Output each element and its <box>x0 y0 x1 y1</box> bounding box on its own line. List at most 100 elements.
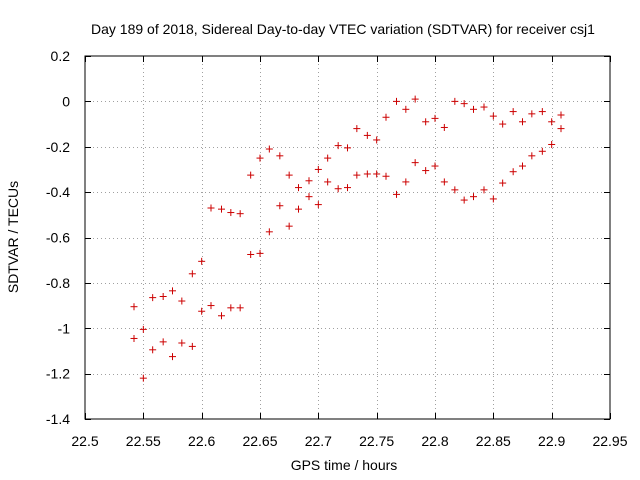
data-point <box>324 178 332 186</box>
data-point <box>509 168 517 176</box>
x-tick-label: 22.65 <box>242 433 277 449</box>
data-point <box>159 338 167 346</box>
data-point <box>393 190 400 198</box>
data-point <box>159 292 167 300</box>
data-point <box>227 209 235 217</box>
data-point <box>236 210 244 218</box>
x-tick-label: 22.7 <box>305 433 332 449</box>
data-point <box>440 178 448 186</box>
data-point <box>344 144 351 152</box>
data-point <box>169 287 176 295</box>
y-tick-label: -0.6 <box>46 230 70 246</box>
data-point <box>382 113 390 121</box>
data-point <box>314 201 322 209</box>
data-point <box>548 140 556 148</box>
x-tick-label: 22.75 <box>359 433 394 449</box>
data-point <box>460 196 468 204</box>
data-point <box>247 171 255 179</box>
data-point <box>402 105 410 113</box>
data-point <box>499 179 507 187</box>
data-point <box>198 307 206 315</box>
x-tick-label: 22.95 <box>592 433 627 449</box>
data-point <box>130 303 138 311</box>
data-point <box>265 228 273 236</box>
data-point <box>276 152 284 160</box>
data-point <box>285 171 293 179</box>
data-point <box>489 195 497 203</box>
y-tick-label: -1.4 <box>46 411 70 427</box>
data-point <box>373 136 381 144</box>
data-point <box>178 339 186 347</box>
chart-title: Day 189 of 2018, Sidereal Day-to-day VTE… <box>91 21 595 37</box>
data-point <box>402 178 410 186</box>
y-tick-label: -1.2 <box>46 366 70 382</box>
data-point <box>334 142 342 150</box>
data-point <box>353 171 361 179</box>
data-point <box>509 108 517 116</box>
y-tick-label: -0.8 <box>46 275 70 291</box>
data-point <box>207 204 215 212</box>
data-point <box>305 193 313 201</box>
data-point <box>499 120 507 128</box>
data-point <box>519 162 526 170</box>
data-point <box>422 167 430 175</box>
y-tick-label: 0.2 <box>51 48 71 64</box>
data-point <box>363 170 371 178</box>
y-axis-label: SDTVAR / TECUs <box>5 181 21 293</box>
data-point <box>557 125 565 133</box>
data-point <box>169 353 176 361</box>
data-point <box>422 118 430 126</box>
data-point <box>344 184 351 192</box>
data-point <box>519 118 526 126</box>
data-point <box>528 110 536 118</box>
y-tick-label: -1 <box>58 320 71 336</box>
data-point <box>227 304 235 312</box>
data-point <box>188 270 196 278</box>
data-point <box>451 97 459 105</box>
data-point <box>295 184 302 192</box>
y-tick-label: -0.4 <box>46 184 70 200</box>
data-point <box>470 193 477 201</box>
data-point <box>265 145 273 153</box>
data-point <box>480 103 488 111</box>
data-point <box>324 154 332 162</box>
y-tick-label: 0 <box>62 93 70 109</box>
data-point <box>480 186 488 194</box>
data-point <box>489 112 497 120</box>
data-point <box>178 297 186 305</box>
data-point <box>373 170 381 178</box>
data-point <box>382 172 390 180</box>
data-point <box>285 222 293 230</box>
data-point <box>431 114 439 122</box>
data-point <box>139 325 147 333</box>
data-point <box>411 159 419 167</box>
data-point <box>314 165 322 173</box>
data-point <box>218 205 225 213</box>
data-point <box>334 185 342 193</box>
data-point <box>295 205 302 213</box>
data-point <box>353 125 361 133</box>
data-points <box>130 95 565 382</box>
data-point <box>149 346 157 354</box>
data-point <box>411 95 419 103</box>
data-point <box>276 202 284 210</box>
data-point <box>256 154 264 162</box>
data-point <box>557 111 565 119</box>
data-point <box>440 123 448 131</box>
data-point <box>305 177 313 185</box>
data-point <box>198 257 206 265</box>
data-point <box>460 100 468 108</box>
x-axis-label: GPS time / hours <box>291 457 398 473</box>
data-point <box>363 131 371 139</box>
data-point <box>247 251 255 259</box>
data-point <box>538 108 546 116</box>
data-point <box>149 294 157 302</box>
data-point <box>207 302 215 310</box>
data-point <box>130 334 138 342</box>
data-point <box>188 342 196 350</box>
x-tick-label: 22.55 <box>126 433 161 449</box>
x-tick-label: 22.8 <box>421 433 448 449</box>
data-point <box>538 147 546 155</box>
data-point <box>431 162 439 170</box>
